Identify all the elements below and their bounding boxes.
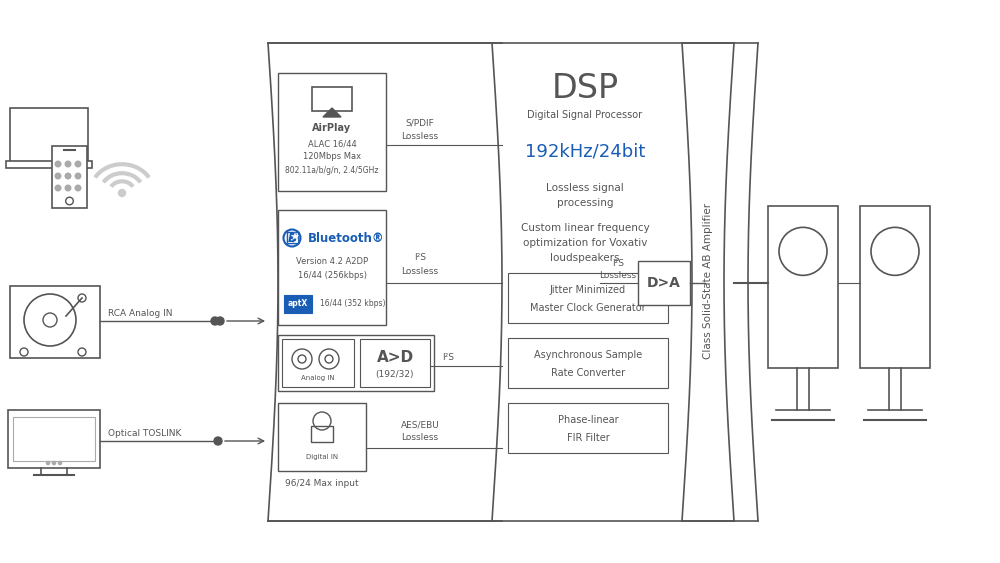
Bar bbox=[284, 295, 312, 313]
Circle shape bbox=[58, 462, 62, 464]
Text: (192/32): (192/32) bbox=[376, 370, 414, 379]
Text: I²S: I²S bbox=[442, 354, 454, 363]
Text: 96/24 Max input: 96/24 Max input bbox=[285, 479, 359, 488]
Text: DSP: DSP bbox=[551, 72, 619, 105]
Text: 16/44 (352 kbps): 16/44 (352 kbps) bbox=[320, 300, 386, 309]
Text: Lossless: Lossless bbox=[401, 266, 439, 275]
Bar bbox=[10, 108, 88, 163]
Text: 120Mbps Max: 120Mbps Max bbox=[303, 153, 361, 162]
Circle shape bbox=[119, 190, 126, 196]
Text: Digital IN: Digital IN bbox=[306, 454, 338, 460]
Text: 16/44 (256kbps): 16/44 (256kbps) bbox=[298, 270, 366, 279]
Bar bbox=[282, 339, 354, 387]
Bar bbox=[508, 338, 668, 388]
Text: Optical TOSLINK: Optical TOSLINK bbox=[108, 428, 181, 437]
Text: A>D: A>D bbox=[376, 350, 414, 364]
Text: ALAC 16/44: ALAC 16/44 bbox=[308, 140, 356, 149]
Circle shape bbox=[75, 185, 81, 191]
Circle shape bbox=[52, 462, 56, 464]
Text: aptX: aptX bbox=[288, 300, 308, 309]
Bar bbox=[13, 417, 95, 461]
Circle shape bbox=[65, 185, 71, 191]
Text: AES/EBU: AES/EBU bbox=[401, 421, 439, 430]
Circle shape bbox=[211, 317, 219, 325]
Text: processing: processing bbox=[557, 198, 613, 208]
Circle shape bbox=[55, 173, 61, 179]
Text: Rate Converter: Rate Converter bbox=[551, 368, 625, 378]
Text: optimization for Voxativ: optimization for Voxativ bbox=[523, 238, 647, 248]
Text: Class Solid-State AB Amplifier: Class Solid-State AB Amplifier bbox=[703, 203, 713, 359]
Circle shape bbox=[55, 161, 61, 167]
Text: ⊞: ⊞ bbox=[284, 229, 300, 248]
Text: 192kHz/24bit: 192kHz/24bit bbox=[525, 142, 645, 160]
Bar bbox=[311, 426, 333, 442]
Circle shape bbox=[216, 317, 224, 325]
Text: Asynchronous Sample: Asynchronous Sample bbox=[534, 350, 642, 360]
Text: Lossless: Lossless bbox=[401, 132, 439, 141]
Bar bbox=[768, 206, 838, 368]
Bar bbox=[278, 335, 434, 391]
Text: Analog IN: Analog IN bbox=[301, 375, 335, 381]
Bar bbox=[638, 261, 690, 305]
Bar bbox=[52, 146, 87, 208]
Bar bbox=[278, 73, 386, 191]
Bar bbox=[508, 403, 668, 453]
Bar bbox=[278, 403, 366, 471]
Text: Bluetooth®: Bluetooth® bbox=[308, 231, 385, 244]
Text: RCA Analog IN: RCA Analog IN bbox=[108, 309, 173, 318]
Text: S/PDIF: S/PDIF bbox=[406, 118, 434, 127]
Bar bbox=[8, 410, 100, 468]
Bar bbox=[278, 210, 386, 325]
Text: Digital Signal Processor: Digital Signal Processor bbox=[527, 110, 643, 120]
Bar bbox=[360, 339, 430, 387]
Bar bbox=[312, 87, 352, 111]
Text: FIR Filter: FIR Filter bbox=[567, 433, 609, 443]
Circle shape bbox=[75, 173, 81, 179]
Circle shape bbox=[55, 185, 61, 191]
Text: loudspeakers: loudspeakers bbox=[550, 253, 620, 263]
Text: Lossless: Lossless bbox=[401, 434, 439, 443]
Bar bbox=[508, 273, 668, 323]
Text: D>A: D>A bbox=[647, 276, 681, 290]
Text: Lossless signal: Lossless signal bbox=[546, 183, 624, 193]
Circle shape bbox=[214, 437, 222, 445]
Text: I²S: I²S bbox=[414, 253, 426, 262]
Text: Master Clock Generator: Master Clock Generator bbox=[530, 303, 646, 313]
Text: Custom linear frequency: Custom linear frequency bbox=[521, 223, 649, 233]
Bar bbox=[10, 286, 100, 358]
Bar bbox=[6, 161, 92, 168]
Polygon shape bbox=[323, 108, 341, 117]
Text: ★: ★ bbox=[289, 233, 299, 243]
Text: Jitter Minimized: Jitter Minimized bbox=[550, 285, 626, 295]
Text: Phase-linear: Phase-linear bbox=[558, 415, 618, 425]
Circle shape bbox=[46, 462, 50, 464]
Circle shape bbox=[65, 173, 71, 179]
Circle shape bbox=[75, 161, 81, 167]
Bar bbox=[860, 206, 930, 368]
Text: 802.11a/b/g/n, 2.4/5GHz: 802.11a/b/g/n, 2.4/5GHz bbox=[285, 167, 379, 176]
Text: AirPlay: AirPlay bbox=[312, 123, 352, 133]
Text: Lossless: Lossless bbox=[599, 271, 637, 280]
Circle shape bbox=[65, 161, 71, 167]
Text: Version 4.2 A2DP: Version 4.2 A2DP bbox=[296, 257, 368, 266]
Text: I²S: I²S bbox=[612, 258, 624, 267]
Text: B: B bbox=[287, 231, 297, 244]
